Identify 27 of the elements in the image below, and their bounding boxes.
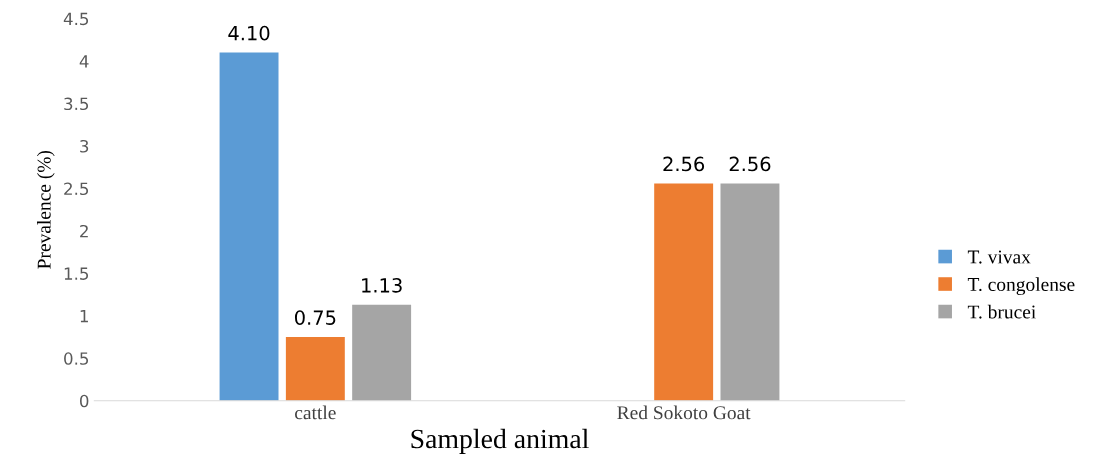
legend-label: T. vivax [967, 250, 1031, 264]
data-label: 2.56 [663, 156, 705, 172]
x-tick-label: cattle [295, 405, 336, 420]
legend-label: T. brucei [967, 304, 1036, 319]
bar [654, 183, 714, 401]
data-label: 0.75 [294, 310, 336, 325]
bar [720, 183, 780, 401]
x-axis-title: Sampled animal [411, 428, 589, 454]
y-tick-label: 1.5 [64, 267, 89, 280]
y-tick-label: 3 [80, 139, 89, 153]
bar [352, 304, 412, 401]
bar [219, 52, 279, 401]
y-tick-label: 0 [79, 394, 89, 408]
y-tick-label: 3.5 [64, 97, 89, 111]
data-label: 4.10 [228, 25, 270, 41]
y-tick-label: 2 [80, 224, 88, 238]
y-tick-label: 4 [79, 55, 89, 68]
legend-label: T. congolense [967, 277, 1075, 296]
x-tick-label: Red Sokoto Goat [617, 405, 751, 420]
y-tick-label: 4.5 [63, 12, 89, 26]
data-label: 1.13 [362, 278, 402, 293]
y-tick-label: 2.5 [64, 182, 89, 196]
bar [285, 337, 345, 401]
y-axis-title: Prevalence (%) [37, 150, 55, 269]
y-tick-label: 0.5 [64, 352, 89, 365]
data-label: 2.56 [729, 156, 771, 172]
y-tick-label: 1 [80, 310, 88, 323]
